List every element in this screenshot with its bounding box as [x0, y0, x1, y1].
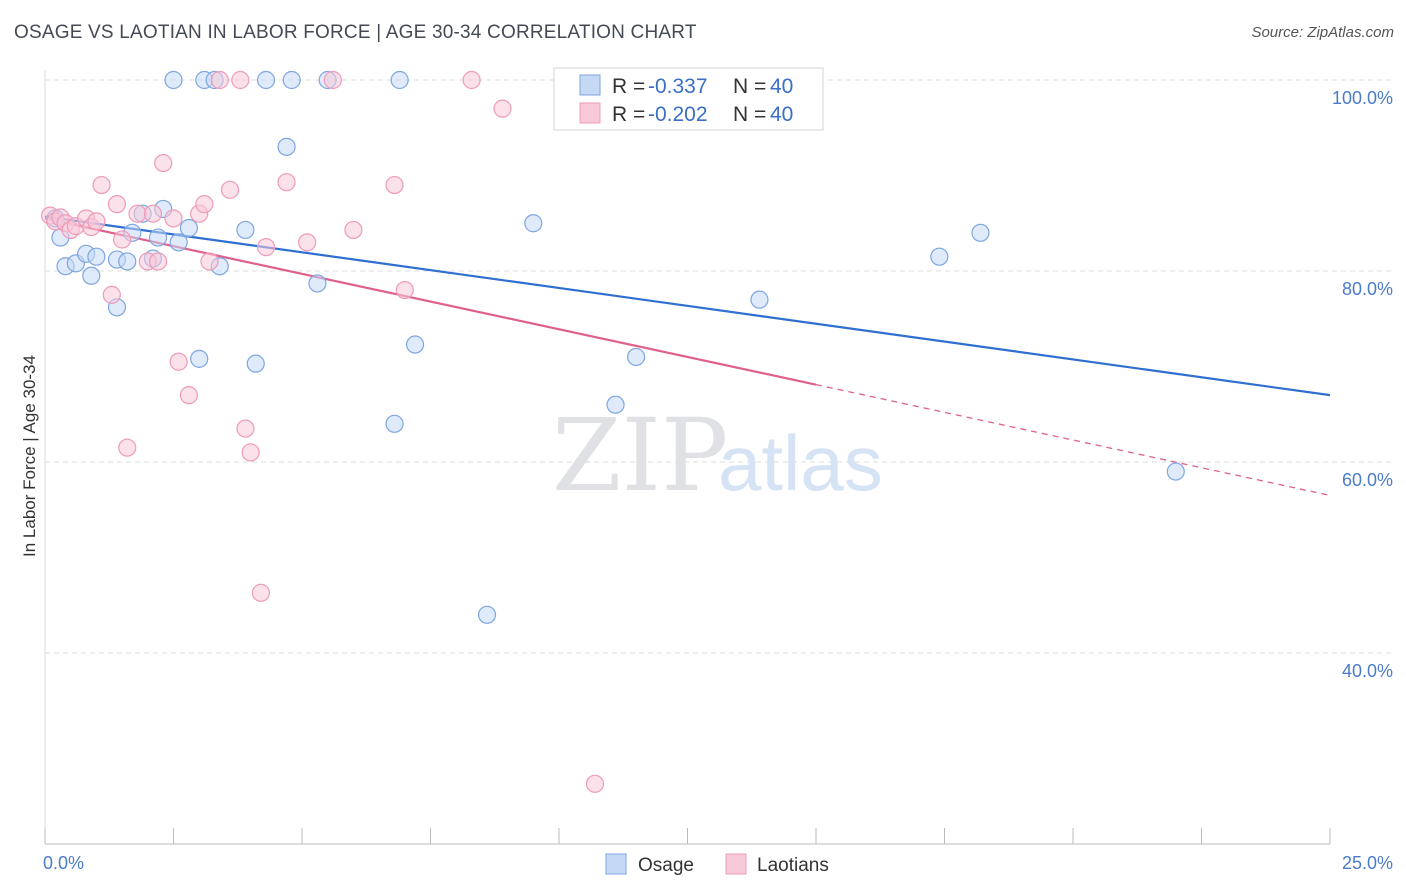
trend-line-osage: [44, 215, 1331, 397]
data-point-osage: [246, 354, 265, 373]
data-point-osage: [524, 214, 543, 233]
data-point-laotian: [220, 180, 240, 199]
data-point-laotian: [241, 443, 260, 462]
points-layer: [41, 70, 1185, 793]
chart-title: OSAGE VS LAOTIAN IN LABOR FORCE | AGE 30…: [14, 22, 697, 43]
data-point-laotian: [231, 70, 250, 90]
watermark: ZIP atlas: [552, 397, 883, 514]
watermark-atlas: atlas: [718, 419, 883, 507]
data-point-laotian: [128, 204, 147, 223]
data-point-laotian: [585, 774, 605, 793]
data-point-osage: [256, 70, 276, 90]
stats-r-value-laotian: -0.202: [648, 103, 708, 126]
data-point-osage: [148, 228, 168, 247]
stats-n-label-laotian: N =: [733, 103, 766, 126]
data-point-osage: [405, 335, 425, 354]
data-point-laotian: [112, 230, 132, 249]
x-tick-label: 0.0%: [43, 853, 84, 873]
data-point-osage: [87, 247, 106, 266]
data-point-laotian: [395, 281, 414, 300]
data-point-laotian: [107, 195, 127, 214]
stats-r-label-osage: R =: [612, 75, 645, 98]
data-point-osage: [236, 220, 255, 240]
data-point-laotian: [118, 438, 137, 457]
data-point-laotian: [87, 212, 106, 231]
data-point-laotian: [210, 70, 229, 90]
data-point-osage: [626, 347, 646, 367]
data-point-laotian: [256, 238, 276, 257]
data-point-laotian: [143, 204, 163, 223]
axes-layer: 40.0% 60.0% 80.0% 100.0% 0.0% 25.0%: [43, 70, 1393, 873]
data-point-osage: [385, 414, 404, 433]
data-point-laotian: [493, 99, 512, 118]
watermark-zip: ZIP: [552, 397, 728, 514]
data-point-osage: [930, 247, 949, 266]
y-tick-label: 60.0%: [1342, 470, 1393, 490]
data-point-laotian: [385, 175, 404, 195]
data-point-osage: [750, 290, 769, 309]
data-point-laotian: [236, 419, 255, 438]
data-point-laotian: [179, 386, 199, 405]
data-point-laotian: [164, 209, 183, 228]
trend-line-dashed-laotian: [815, 384, 1331, 497]
y-tick-label: 80.0%: [1342, 279, 1393, 299]
legend-swatch-osage: [605, 853, 627, 875]
legend-swatch-laotian: [725, 853, 747, 875]
x-tick-label: 25.0%: [1342, 853, 1393, 873]
data-point-laotian: [277, 173, 296, 192]
stats-swatch-laotian: [579, 102, 601, 124]
chart-source: Source: ZipAtlas.com: [1251, 24, 1394, 41]
data-point-osage: [169, 233, 188, 252]
data-point-osage: [477, 605, 497, 624]
data-point-laotian: [298, 233, 317, 252]
data-point-osage: [277, 137, 296, 156]
data-point-laotian: [92, 175, 111, 195]
data-point-osage: [82, 266, 101, 285]
data-point-osage: [308, 274, 327, 293]
data-point-osage: [606, 395, 625, 414]
data-point-osage: [282, 70, 301, 90]
stats-n-value-laotian: 40: [770, 103, 793, 126]
data-point-osage: [190, 349, 209, 368]
stats-n-value-osage: 40: [770, 75, 793, 98]
data-point-laotian: [251, 583, 270, 602]
legend-label-laotian: Laotians: [757, 855, 829, 876]
stats-r-value-osage: -0.337: [648, 75, 708, 98]
data-point-osage: [1166, 462, 1185, 481]
data-point-osage: [179, 218, 199, 238]
legend-label-osage: Osage: [638, 855, 694, 876]
data-point-laotian: [154, 153, 173, 173]
data-point-osage: [390, 70, 409, 90]
y-tick-label: 100.0%: [1332, 88, 1393, 108]
data-point-osage: [118, 252, 137, 271]
data-point-laotian: [102, 285, 121, 304]
y-tick-label: 40.0%: [1342, 661, 1393, 681]
data-point-osage: [164, 70, 183, 90]
data-point-laotian: [148, 252, 168, 271]
data-point-laotian: [195, 195, 214, 214]
stats-r-label-laotian: R =: [612, 103, 645, 126]
data-point-laotian: [169, 352, 188, 371]
data-point-laotian: [323, 70, 342, 90]
data-point-laotian: [462, 70, 481, 90]
y-axis-label: In Labor Force | Age 30-34: [20, 355, 39, 557]
bottom-legend: Osage Laotians: [605, 853, 829, 876]
stats-swatch-osage: [579, 74, 601, 96]
data-point-osage: [971, 223, 990, 242]
data-point-laotian: [200, 252, 219, 271]
stats-n-label-osage: N =: [733, 75, 766, 98]
stats-legend-box: R = -0.337 N = 40 R = -0.202 N = 40: [553, 67, 824, 131]
data-point-laotian: [344, 220, 363, 240]
